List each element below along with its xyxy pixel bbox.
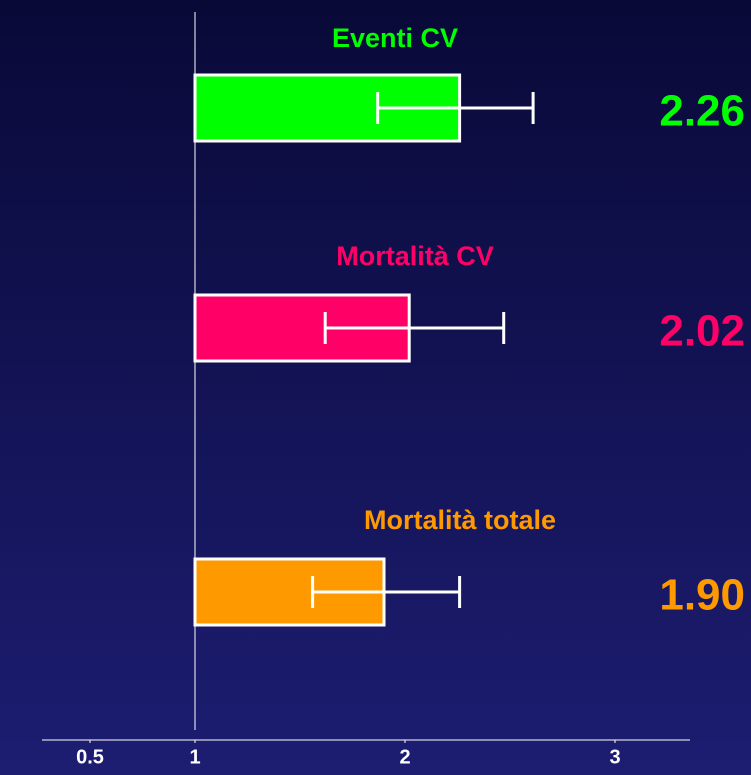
category-label: Eventi CV xyxy=(332,23,458,53)
x-tick-label: 2 xyxy=(399,746,410,768)
x-tick-label: 3 xyxy=(609,746,620,768)
category-label: Mortalità CV xyxy=(336,241,494,271)
category-label: Mortalità totale xyxy=(364,505,556,535)
value-label: 2.26 xyxy=(659,87,745,136)
value-label: 2.02 xyxy=(659,307,745,356)
x-tick-label: 0.5 xyxy=(76,746,104,768)
x-tick-label: 1 xyxy=(189,746,200,768)
value-label: 1.90 xyxy=(659,571,745,620)
